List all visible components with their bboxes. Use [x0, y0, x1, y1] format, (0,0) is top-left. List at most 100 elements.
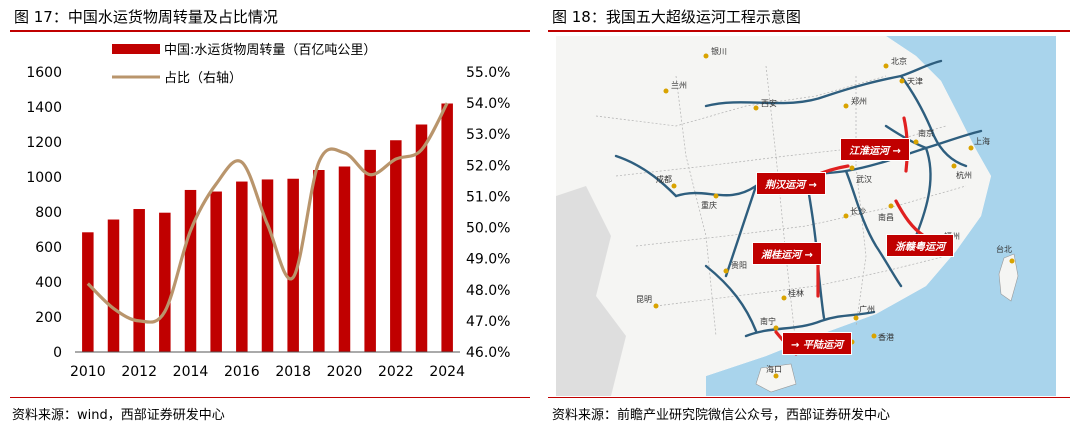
city-label-tianjin: 天津: [907, 76, 923, 86]
y-left-tick-label: 400: [35, 275, 62, 291]
city-label-lanzhou: 兰州: [671, 80, 687, 90]
bar: [390, 140, 402, 352]
y-right-tick-label: 46.0%: [466, 345, 510, 361]
bar: [313, 170, 325, 352]
y-left-tick-label: 1000: [26, 170, 62, 186]
left-figure-title: 图 17：中国水运货物周转量及占比情况: [14, 8, 278, 26]
bar: [415, 124, 428, 352]
bar: [364, 149, 376, 352]
label-jianghuai-canal: 江淮运河 →: [840, 138, 910, 161]
legend-bar-swatch: [112, 44, 160, 54]
arrow-right-icon: →: [804, 250, 813, 261]
y-left-tick-label: 0: [53, 345, 62, 361]
arrow-right-icon: →: [808, 180, 817, 191]
y-right-tick-label: 49.0%: [466, 252, 510, 268]
x-tick-label: 2024: [429, 364, 465, 380]
bar: [441, 103, 453, 352]
y-right-tick-label: 53.0%: [466, 127, 510, 143]
right-figure-title: 图 18：我国五大超级运河工程示意图: [552, 8, 801, 26]
taiwan-island: [998, 253, 1019, 302]
bar: [287, 178, 299, 352]
x-tick-label: 2014: [173, 364, 209, 380]
bar: [338, 166, 351, 352]
x-tick-label: 2012: [121, 364, 157, 380]
x-tick-label: 2016: [224, 364, 260, 380]
label-xianggui-canal-text: 湘桂运河: [761, 250, 801, 261]
canal-map: 北京 天津 郑州 西安 兰州 银川 重庆 成都 武汉 南京 上海 杭州 南昌: [556, 36, 1056, 396]
city-label-zhengzhou: 郑州: [851, 96, 867, 106]
y-right-tick-label: 47.0%: [466, 314, 510, 330]
city-label-wuhan: 武汉: [856, 174, 872, 184]
y-right-tick-label: 52.0%: [466, 158, 510, 174]
city-label-yinchuan: 银川: [711, 46, 727, 56]
y-right-tick-label: 50.0%: [466, 221, 510, 237]
y-right-tick-label: 55.0%: [466, 65, 510, 81]
city-label-nanchang: 南昌: [878, 212, 894, 222]
label-zhegan-canal: 浙赣粤运河: [886, 234, 954, 257]
x-tick-label: 2022: [378, 364, 414, 380]
label-jinghan-canal-text: 荆汉运河: [765, 180, 805, 191]
city-label-haikou: 海口: [766, 364, 782, 374]
city-label-guilin: 桂林: [788, 288, 804, 298]
legend-bar-label: 中国:水运货物周转量（百亿吨公里）: [164, 42, 376, 58]
bar: [133, 209, 145, 352]
y-left-tick-label: 600: [35, 240, 62, 256]
label-pinglu-canal: → 平陆运河: [782, 332, 852, 355]
label-xianggui-canal: 湘桂运河 →: [752, 242, 822, 265]
city-label-xian: 西安: [761, 98, 777, 108]
city-label-chengdu: 成都: [656, 174, 672, 184]
x-tick-label: 2018: [275, 364, 311, 380]
city-label-kunming: 昆明: [636, 295, 652, 304]
y-right-tick-label: 54.0%: [466, 96, 510, 112]
city-label-beijing: 北京: [891, 56, 907, 66]
waterway-freight-chart: 中国:水运货物周转量（百亿吨公里） 占比（右轴） 0 200 400 600 800 10…: [26, 42, 510, 380]
land-area: [556, 36, 991, 396]
city-label-chongqing: 重庆: [701, 200, 717, 210]
line-series: [86, 102, 449, 324]
bar: [82, 232, 94, 352]
y-left-tick-label: 1200: [26, 135, 62, 151]
label-jianghuai-canal-text: 江淮运河: [849, 146, 889, 157]
city-label-nanning: 南宁: [760, 316, 776, 326]
bar: [184, 189, 197, 352]
arrow-right-icon: →: [791, 340, 800, 351]
right-source-note: 资料来源：前瞻产业研究院微信公众号，西部证券研发中心: [552, 408, 891, 423]
label-pinglu-canal-text: 平陆运河: [802, 340, 843, 351]
sea-area: [706, 36, 1056, 396]
city-label-taipei: 台北: [996, 244, 1012, 254]
city-label-guiyang: 贵阳: [731, 260, 747, 270]
y-left-tick-label: 1600: [26, 65, 62, 81]
legend-line-label: 占比（右轴）: [164, 71, 242, 86]
bar-series: [82, 103, 453, 352]
chart-legend: 中国:水运货物周转量（百亿吨公里） 占比（右轴）: [112, 42, 376, 86]
city-label-guangzhou: 广州: [859, 304, 875, 314]
bar: [261, 179, 274, 352]
bar: [236, 181, 248, 352]
city-label-hongkong: 香港: [878, 332, 894, 342]
y-left-tick-label: 800: [35, 205, 62, 221]
y-left-tick-label: 200: [35, 310, 62, 326]
city-label-hangzhou: 杭州: [956, 170, 972, 180]
label-jinghan-canal: 荆汉运河 →: [756, 172, 826, 195]
right-bottom-rule: [548, 397, 1070, 398]
y-left-tick-label: 1400: [26, 100, 62, 116]
city-label-changsha: 长沙: [850, 206, 866, 216]
city-label-nanjing: 南京: [918, 128, 934, 138]
y-left-axis: 0 200 400 600 800 1000 1200 1400 1600: [26, 65, 62, 361]
x-tick-label: 2020: [327, 364, 363, 380]
zhegan-canal-route: [894, 199, 926, 238]
left-source-note: 资料来源：wind，西部证券研发中心: [12, 408, 225, 423]
canal-map-graphic: 北京 天津 郑州 西安 兰州 银川 重庆 成都 武汉 南京 上海 杭州 南昌: [556, 36, 1056, 396]
right-title-rule: [548, 30, 1070, 32]
label-zhegan-canal-text: 浙赣粤运河: [895, 242, 945, 253]
y-right-tick-label: 48.0%: [466, 283, 510, 299]
city-label-shanghai: 上海: [974, 136, 990, 146]
share-line: [86, 102, 449, 324]
bar: [159, 212, 171, 352]
y-right-axis: 46.0% 47.0% 48.0% 49.0% 50.0% 51.0% 52.0% 53.0%…: [466, 65, 510, 361]
arrow-right-icon: →: [892, 146, 901, 157]
bar: [107, 219, 120, 352]
x-tick-label: 2010: [70, 364, 106, 380]
city-markers: 北京 天津 郑州 西安 兰州 银川 重庆 成都 武汉 南京 上海 杭州 南昌: [636, 46, 1015, 379]
neighbour-area: [556, 186, 626, 396]
